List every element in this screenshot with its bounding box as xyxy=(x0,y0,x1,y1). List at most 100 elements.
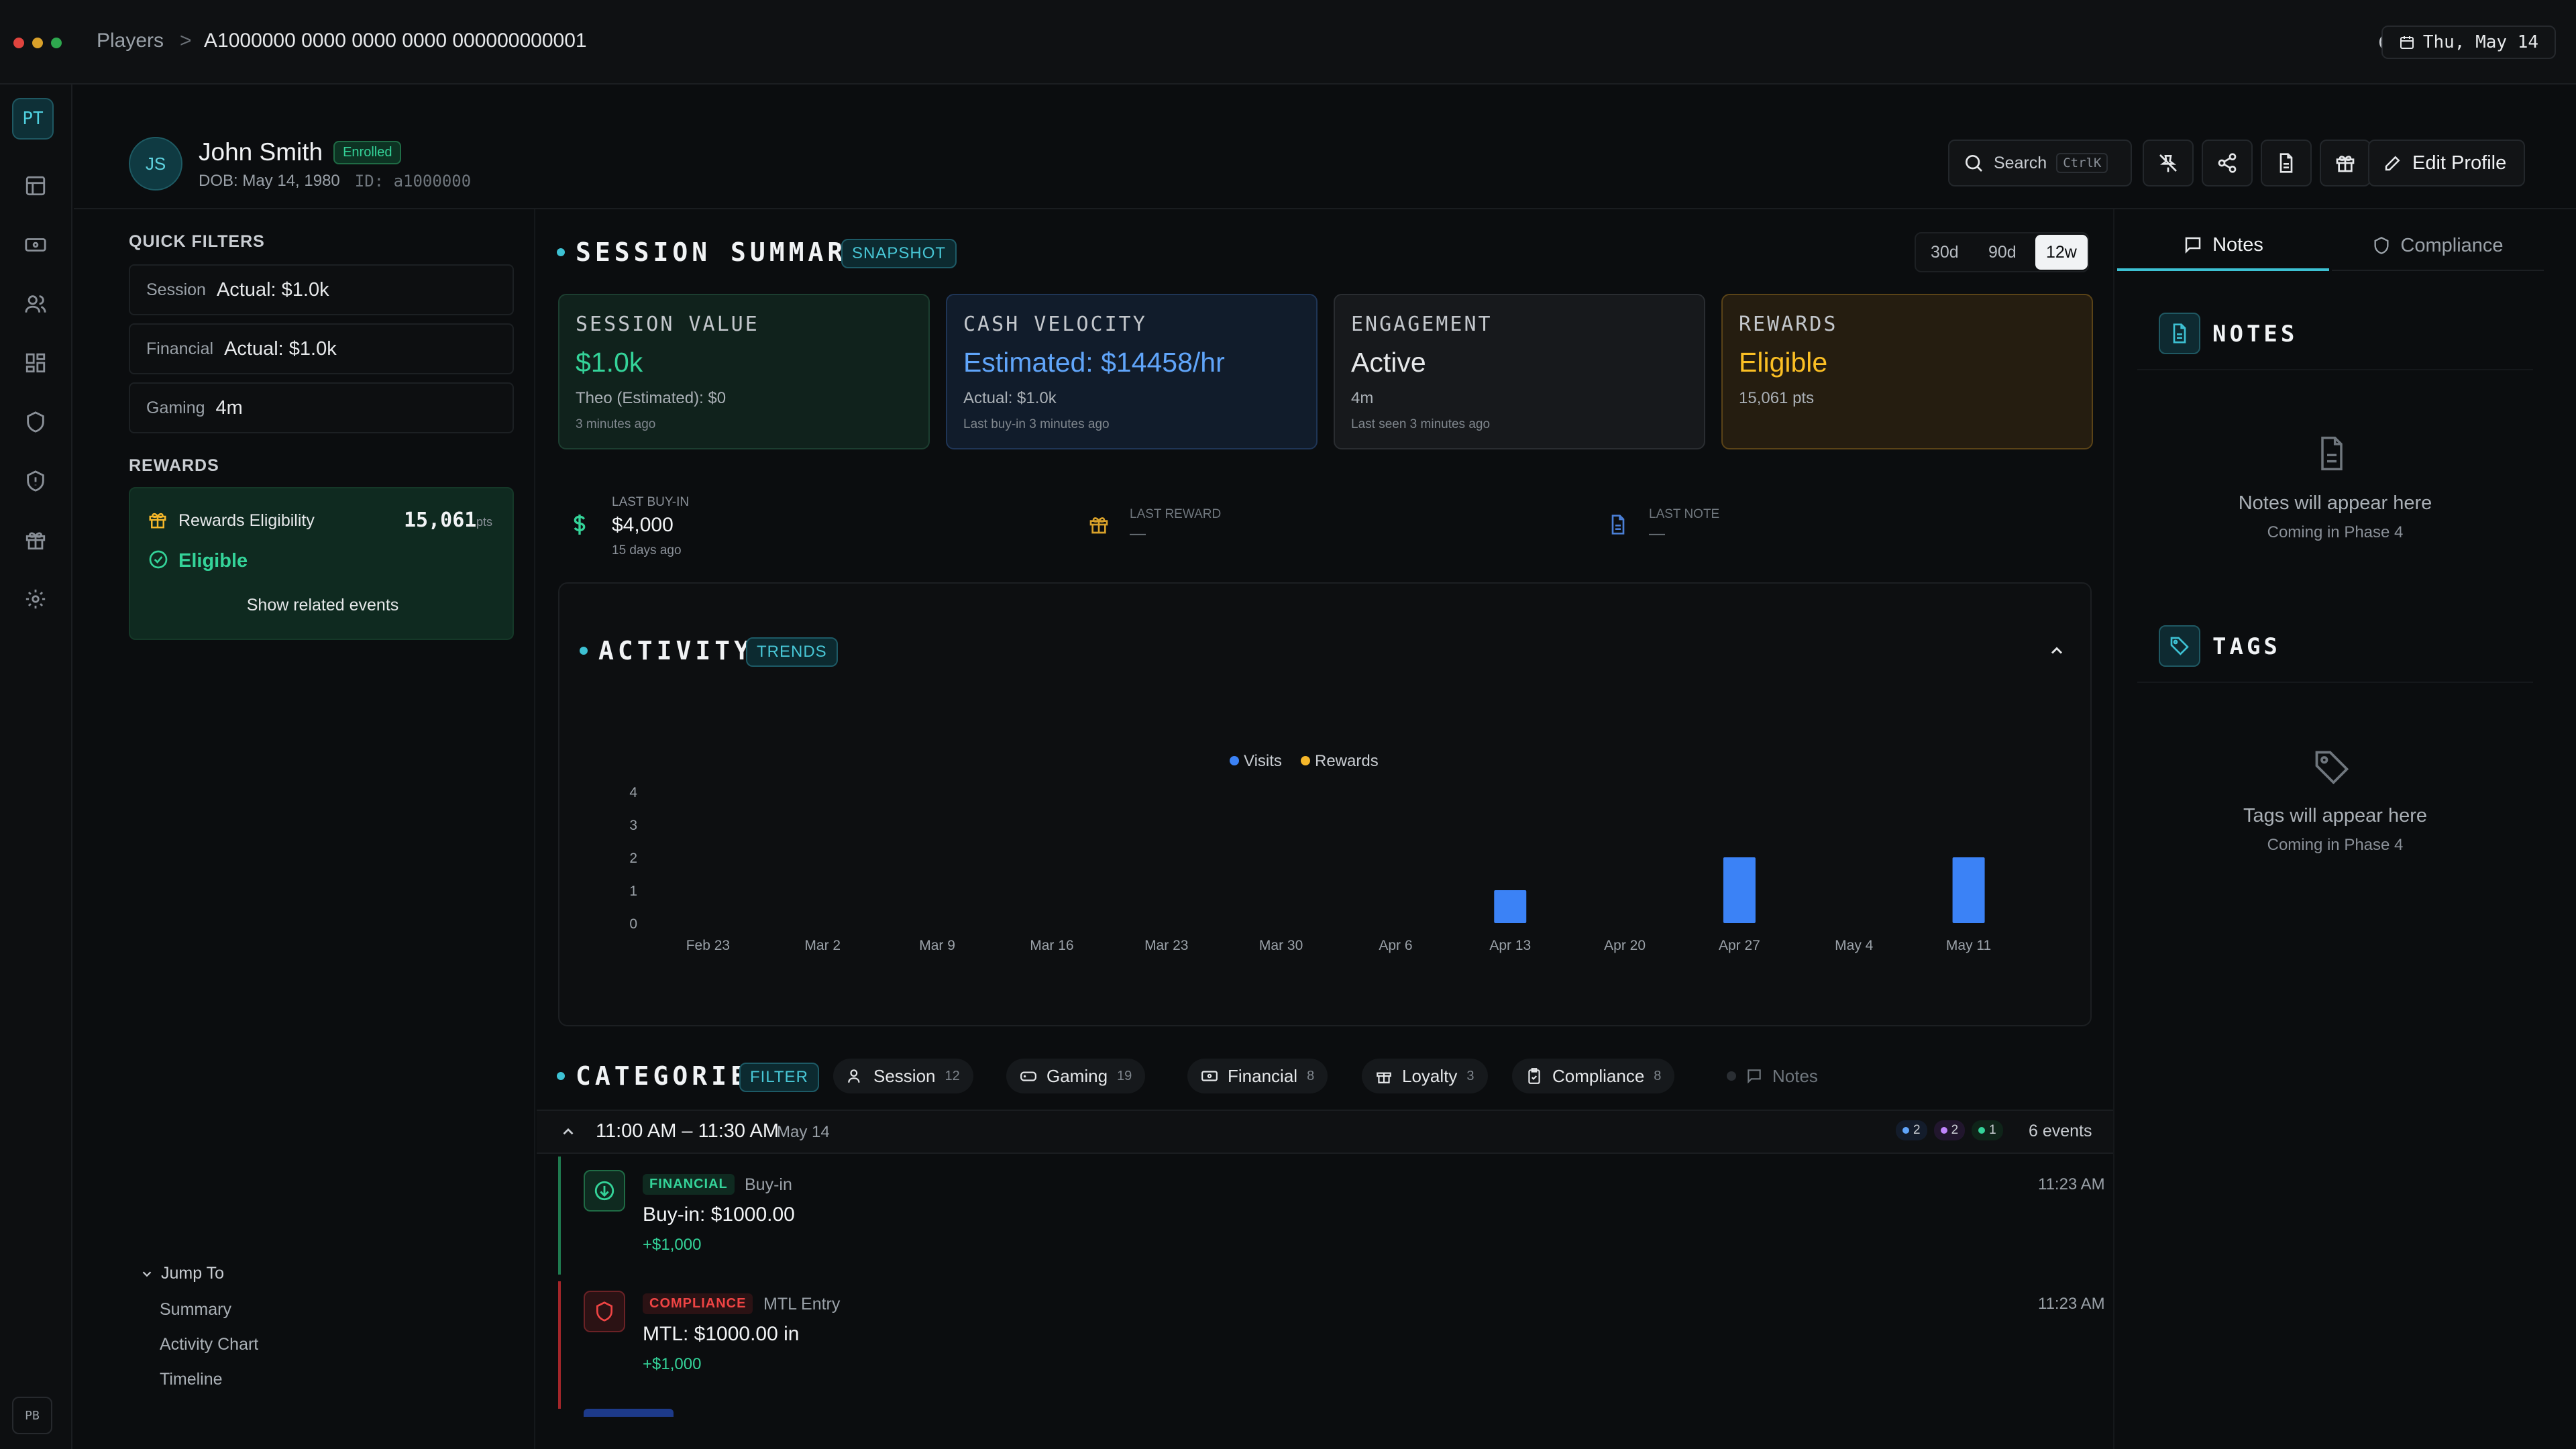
event-amount: +$1,000 xyxy=(643,1355,702,1373)
quick-filter-financial[interactable]: Financial Actual: $1.0k xyxy=(129,323,514,374)
category-chip-financial[interactable]: Financial 8 xyxy=(1187,1059,1328,1093)
message-square-icon xyxy=(2183,235,2203,255)
last-buyin-note: 15 days ago xyxy=(612,543,682,557)
range-90d[interactable]: 90d xyxy=(1988,242,2017,262)
y-tick-label: 2 xyxy=(629,851,637,866)
count-dot xyxy=(1940,1127,1947,1134)
file-icon xyxy=(1607,514,1629,535)
event-time: 11:23 AM xyxy=(2038,1175,2105,1193)
filter-pill[interactable]: FILTER xyxy=(739,1063,819,1092)
breadcrumb-current: A1000000 0000 0000 0000 000000000001 xyxy=(204,30,587,52)
share-button[interactable] xyxy=(2202,140,2253,186)
jump-timeline[interactable]: Timeline xyxy=(160,1370,223,1389)
x-tick-label: Apr 6 xyxy=(1379,938,1412,953)
range-30d[interactable]: 30d xyxy=(1931,242,1959,262)
category-chip-notes[interactable]: Notes xyxy=(1713,1059,1831,1093)
event-title[interactable]: MTL: $1000.00 in xyxy=(643,1323,800,1345)
category-chip-loyalty[interactable]: Loyalty 3 xyxy=(1362,1059,1488,1093)
x-tick-label: Mar 2 xyxy=(804,938,841,953)
date-label: Thu, May 14 xyxy=(2422,32,2538,52)
count-pill: 1 xyxy=(1972,1120,2003,1140)
notes-title: NOTES xyxy=(2212,321,2298,347)
legend-label: Visits xyxy=(1244,752,1282,770)
layout-icon[interactable] xyxy=(24,174,48,199)
range-12w[interactable]: 12w xyxy=(2035,235,2088,270)
shield-check-icon[interactable] xyxy=(24,470,48,494)
ticket-icon[interactable] xyxy=(24,233,48,258)
event-title[interactable]: Buy-in: $1000.00 xyxy=(643,1203,795,1226)
legend-label: Rewards xyxy=(1315,752,1379,770)
count-pill: 2 xyxy=(1933,1120,1966,1140)
shield-icon[interactable] xyxy=(24,411,48,435)
rewards-button[interactable] xyxy=(2320,140,2371,186)
gift-icon[interactable] xyxy=(24,529,48,553)
trends-pill: TRENDS xyxy=(746,637,838,667)
count-value: 2 xyxy=(1951,1123,1959,1137)
player-name: John Smith xyxy=(199,138,323,166)
x-tick-label: Apr 20 xyxy=(1604,938,1646,953)
category-chip-session[interactable]: Session 12 xyxy=(833,1059,973,1093)
report-button[interactable] xyxy=(2261,140,2312,186)
count-value: 2 xyxy=(1913,1123,1921,1137)
filter-value: Actual: $1.0k xyxy=(224,337,337,360)
y-tick-label: 0 xyxy=(629,916,637,932)
tags-empty-text: Tags will appear here xyxy=(2243,805,2428,826)
chevron-up-icon[interactable] xyxy=(2047,641,2066,660)
file-text-icon xyxy=(2275,152,2297,174)
users-icon[interactable] xyxy=(24,292,48,317)
count-dot xyxy=(1978,1127,1986,1134)
timeline-group-header[interactable] xyxy=(537,1110,2113,1154)
mtl-event-icon xyxy=(584,1291,625,1332)
quick-filter-session[interactable]: Session Actual: $1.0k xyxy=(129,264,514,315)
jump-to-title: Jump To xyxy=(161,1264,225,1283)
rewards-card: REWARDS Eligible 15,061 pts xyxy=(1721,294,2093,449)
last-note-label: LAST NOTE xyxy=(1649,507,1720,521)
search-button[interactable]: Search CtrlK xyxy=(1948,140,2132,186)
edit-profile-button[interactable]: Edit Profile xyxy=(2368,140,2525,186)
count-value: 1 xyxy=(1989,1123,1996,1137)
chevron-up-icon[interactable] xyxy=(559,1123,577,1140)
tab-compliance[interactable]: Compliance xyxy=(2332,221,2544,271)
window-close-dot[interactable] xyxy=(13,38,24,48)
chip-label: Financial xyxy=(1228,1065,1298,1086)
chip-count: 3 xyxy=(1466,1068,1474,1083)
tags-phase-text: Coming in Phase 4 xyxy=(2267,836,2404,854)
breadcrumb-players[interactable]: Players xyxy=(97,30,164,52)
category-chip-gaming[interactable]: Gaming 19 xyxy=(1006,1059,1146,1093)
user-avatar-footer[interactable]: PB xyxy=(12,1397,52,1434)
jump-to-toggle[interactable]: Jump To xyxy=(140,1264,224,1283)
last-reward-value: — xyxy=(1130,525,1146,543)
tab-notes[interactable]: Notes xyxy=(2117,221,2329,271)
player-avatar: JS xyxy=(129,137,182,191)
legend-swatch xyxy=(1230,756,1239,765)
window-minimize-dot[interactable] xyxy=(32,38,43,48)
notes-empty-text: Notes will appear here xyxy=(2238,492,2432,514)
chip-label: Gaming xyxy=(1046,1065,1108,1086)
column-divider xyxy=(534,209,535,1449)
event-amount: +$1,000 xyxy=(643,1236,702,1254)
jump-summary[interactable]: Summary xyxy=(160,1300,231,1319)
quick-filter-gaming[interactable]: Gaming 4m xyxy=(129,382,514,433)
rewards-eligibility-card: Rewards Eligibility 15,061 pts Eligible … xyxy=(129,487,514,640)
show-related-events-link[interactable]: Show related events xyxy=(246,596,399,614)
jump-activity-chart[interactable]: Activity Chart xyxy=(160,1335,259,1354)
snapshot-pill: SNAPSHOT xyxy=(841,239,957,268)
gamepad-icon xyxy=(1020,1067,1037,1085)
grid-icon[interactable] xyxy=(24,352,48,376)
gift-icon xyxy=(148,510,168,530)
divider xyxy=(2137,682,2533,683)
app-logo[interactable]: PT xyxy=(12,98,54,140)
filter-value: 4m xyxy=(215,396,243,419)
tags-section-icon xyxy=(2159,625,2200,667)
activity-panel xyxy=(558,582,2092,1026)
x-tick-label: Apr 13 xyxy=(1489,938,1531,953)
unpin-button[interactable] xyxy=(2143,140,2194,186)
window-maximize-dot[interactable] xyxy=(51,38,62,48)
settings-icon[interactable] xyxy=(24,588,48,612)
search-label: Search xyxy=(1994,153,2047,172)
date-button[interactable]: Thu, May 14 xyxy=(2381,25,2556,59)
enrolled-badge: Enrolled xyxy=(333,140,402,164)
chip-count: 19 xyxy=(1117,1068,1132,1083)
category-chip-compliance[interactable]: Compliance 8 xyxy=(1512,1059,1675,1093)
card-value: Estimated: $14458/hr xyxy=(963,347,1225,378)
